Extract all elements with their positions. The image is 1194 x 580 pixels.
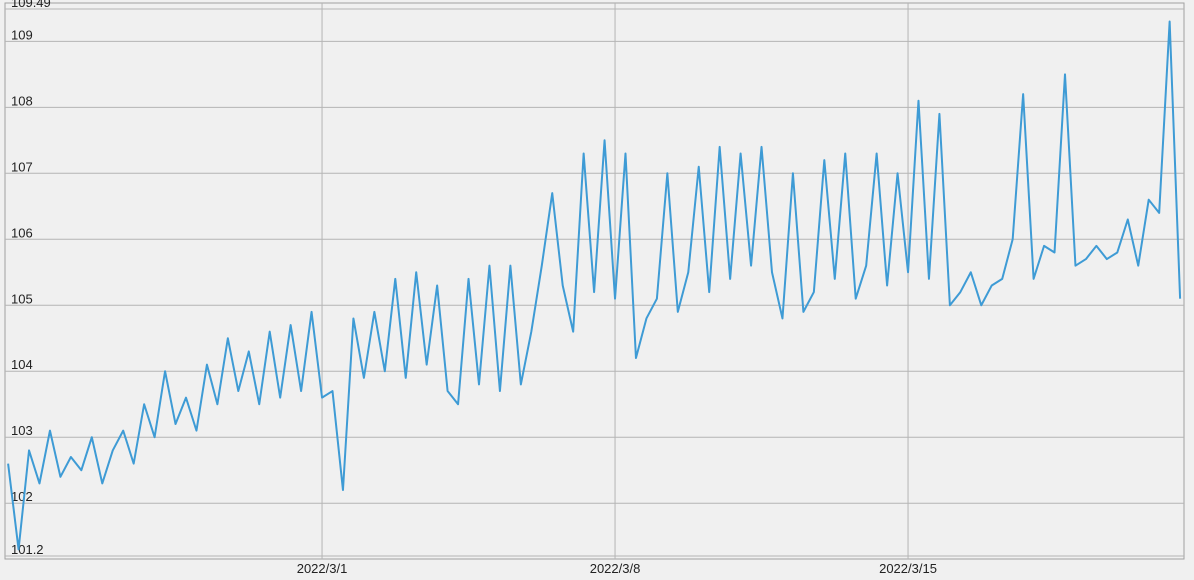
y-tick-label: 109.49 bbox=[11, 0, 51, 10]
data-line bbox=[7, 20, 1182, 551]
x-tick-label: 2022/3/8 bbox=[590, 561, 641, 576]
y-tick-label: 103 bbox=[11, 423, 33, 438]
x-tick-label: 2022/3/15 bbox=[879, 561, 937, 576]
y-tick-label: 104 bbox=[11, 357, 33, 372]
y-tick-label: 102 bbox=[11, 489, 33, 504]
y-tick-label: 108 bbox=[11, 93, 33, 108]
y-tick-label: 107 bbox=[11, 159, 33, 174]
y-tick-label: 101.2 bbox=[11, 542, 44, 557]
y-tick-label: 106 bbox=[11, 225, 33, 240]
y-tick-label: 105 bbox=[11, 291, 33, 306]
x-tick-label: 2022/3/1 bbox=[297, 561, 348, 576]
y-tick-label: 109 bbox=[11, 27, 33, 42]
